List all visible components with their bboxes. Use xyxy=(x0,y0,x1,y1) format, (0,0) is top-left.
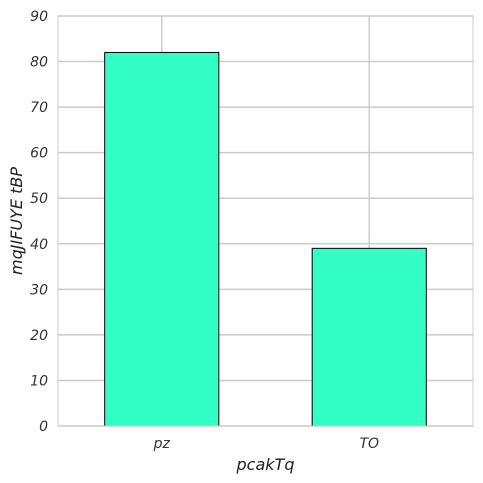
y-axis-label: mqJIFUYE tBP xyxy=(7,167,26,275)
x-axis-label: pcakTq xyxy=(236,455,295,474)
y-tick-label: 10 xyxy=(30,373,48,389)
x-tick-label: TO xyxy=(359,436,379,452)
bar xyxy=(104,51,220,427)
plot-frame xyxy=(57,15,474,427)
y-tick-label: 50 xyxy=(30,191,48,207)
y-tick-label: 0 xyxy=(39,419,48,435)
y-tick-label: 80 xyxy=(30,55,48,71)
bars xyxy=(104,51,427,427)
y-tick-label: 40 xyxy=(30,237,48,253)
y-tick-label: 90 xyxy=(30,9,48,25)
y-tick-label: 60 xyxy=(30,146,48,162)
y-tick-label: 20 xyxy=(30,328,48,344)
y-tick-labels: 0 10 20 30 40 50 60 70 80 90 xyxy=(30,9,48,435)
x-tick-label: pz xyxy=(153,436,171,452)
y-tick-label: 70 xyxy=(30,100,48,116)
bar xyxy=(311,247,427,427)
x-tick-labels: pz TO xyxy=(153,436,379,452)
y-tick-label: 30 xyxy=(30,282,48,298)
